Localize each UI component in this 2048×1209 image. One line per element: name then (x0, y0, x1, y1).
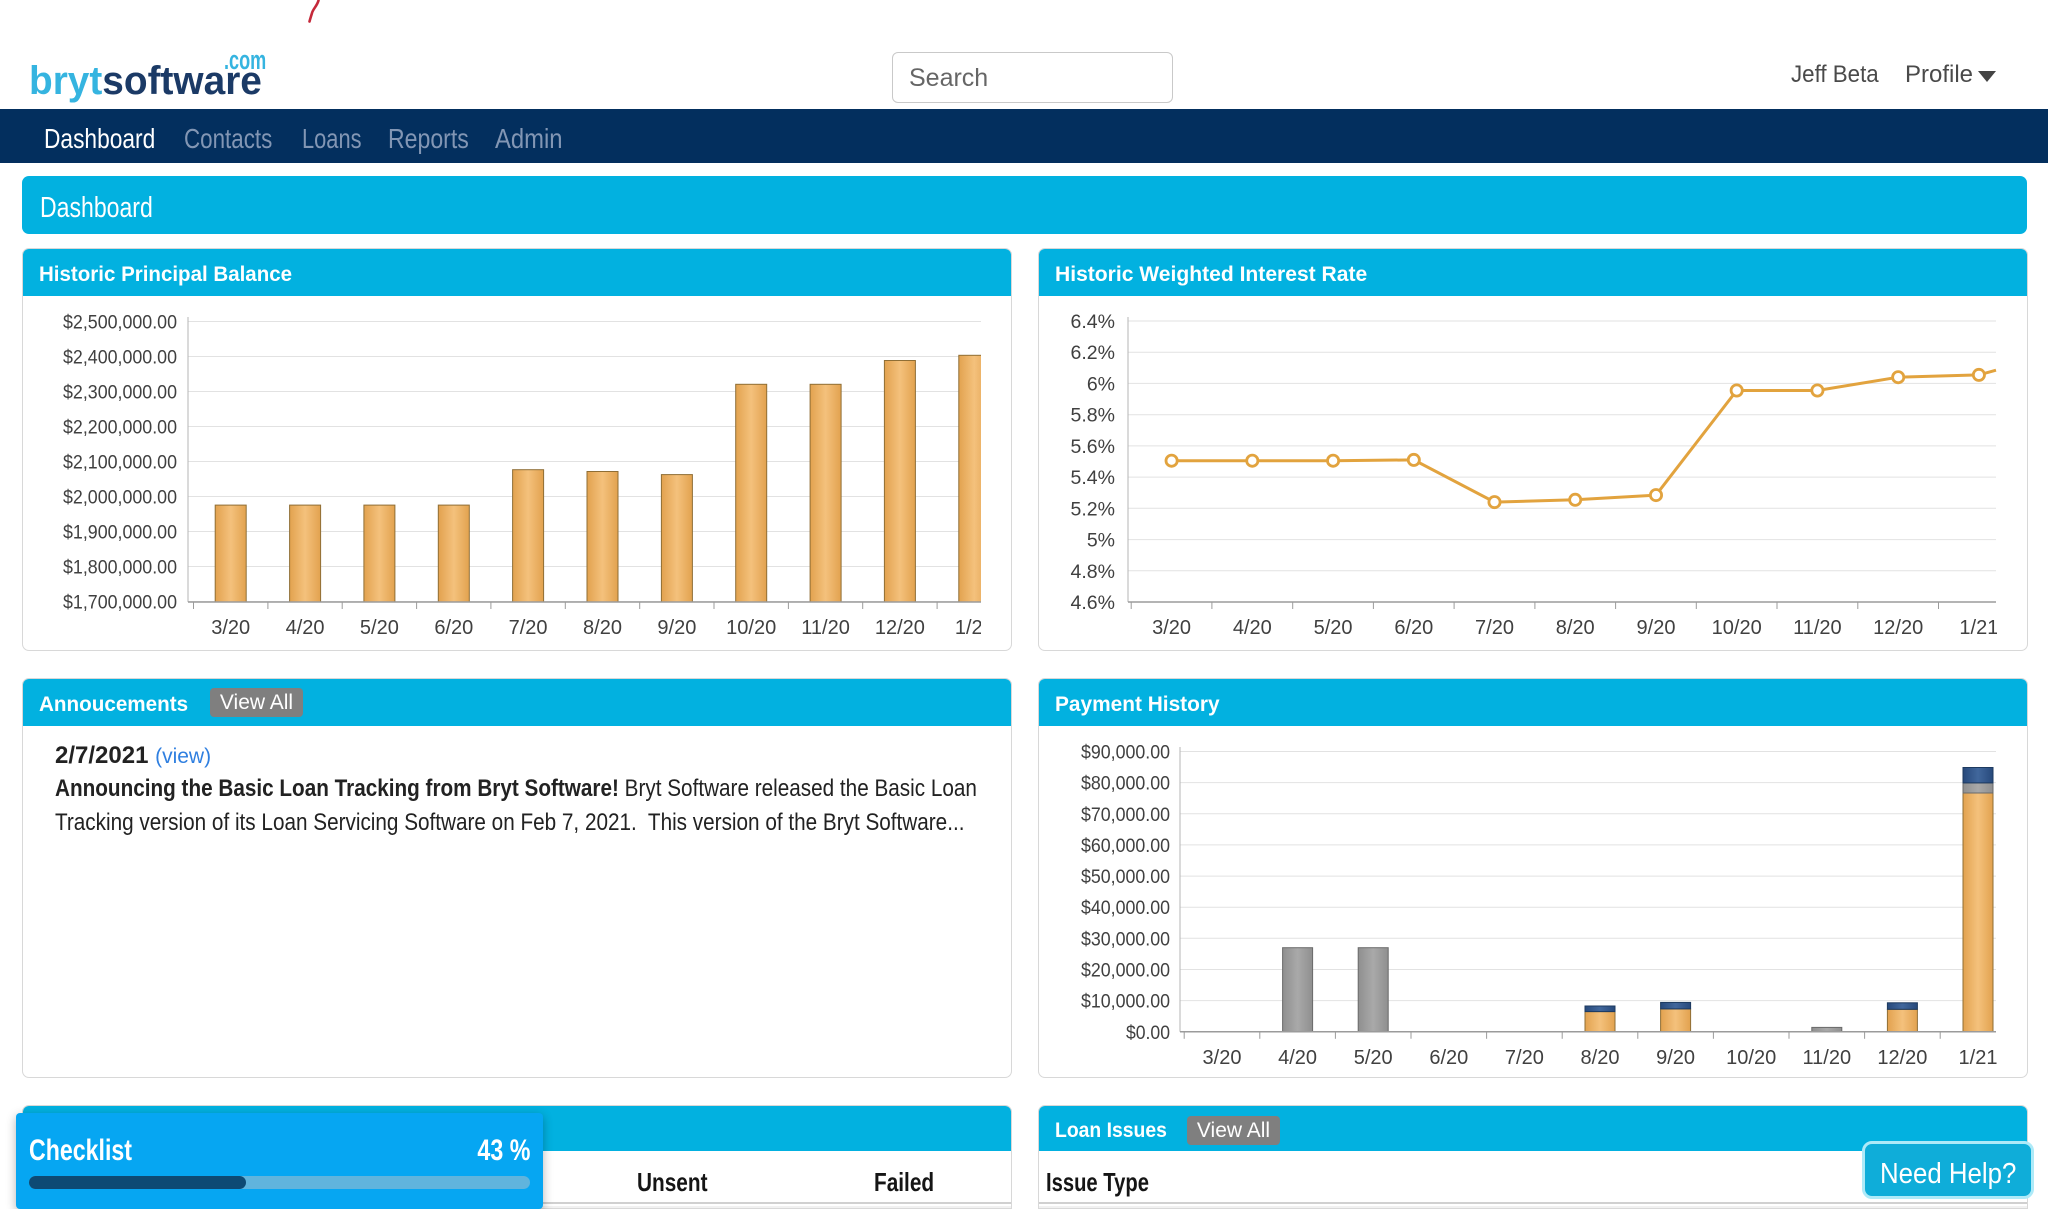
svg-text:4/20: 4/20 (286, 617, 325, 639)
svg-text:6/20: 6/20 (434, 617, 473, 639)
svg-text:11/20: 11/20 (1803, 1047, 1852, 1069)
svg-text:5/20: 5/20 (1354, 1047, 1393, 1069)
svg-text:6.4%: 6.4% (1071, 311, 1115, 333)
svg-text:$60,000.00: $60,000.00 (1081, 835, 1170, 857)
svg-text:$0.00: $0.00 (1126, 1022, 1170, 1044)
svg-text:$90,000.00: $90,000.00 (1081, 742, 1170, 764)
svg-text:$1,900,000.00: $1,900,000.00 (63, 522, 177, 544)
svg-text:4/20: 4/20 (1278, 1047, 1317, 1069)
svg-text:9/20: 9/20 (1637, 617, 1676, 639)
svg-text:9/20: 9/20 (1656, 1047, 1695, 1069)
svg-text:8/20: 8/20 (1556, 617, 1595, 639)
svg-text:6/20: 6/20 (1394, 617, 1433, 639)
svg-text:$10,000.00: $10,000.00 (1081, 991, 1170, 1013)
svg-text:12/20: 12/20 (1873, 617, 1923, 639)
svg-text:12/20: 12/20 (875, 617, 925, 639)
svg-text:8/20: 8/20 (1581, 1047, 1620, 1069)
svg-text:$2,400,000.00: $2,400,000.00 (63, 347, 177, 369)
svg-text:$2,500,000.00: $2,500,000.00 (63, 312, 177, 334)
svg-text:1/21: 1/21 (955, 617, 981, 639)
svg-text:4/20: 4/20 (1233, 617, 1272, 639)
svg-text:1/21: 1/21 (1959, 617, 1997, 639)
svg-text:12/20: 12/20 (1877, 1047, 1927, 1069)
svg-text:$1,700,000.00: $1,700,000.00 (63, 592, 177, 614)
svg-text:6.2%: 6.2% (1071, 342, 1115, 364)
svg-text:$2,200,000.00: $2,200,000.00 (63, 417, 177, 439)
svg-text:$2,100,000.00: $2,100,000.00 (63, 452, 177, 474)
svg-text:4.6%: 4.6% (1071, 592, 1115, 614)
svg-text:3/20: 3/20 (1203, 1047, 1242, 1069)
svg-text:$1,800,000.00: $1,800,000.00 (63, 557, 177, 579)
svg-text:10/20: 10/20 (726, 617, 776, 639)
svg-text:$2,000,000.00: $2,000,000.00 (63, 487, 177, 509)
svg-text:3/20: 3/20 (1152, 617, 1191, 639)
svg-text:11/20: 11/20 (1793, 617, 1842, 639)
svg-text:11/20: 11/20 (801, 617, 850, 639)
svg-text:9/20: 9/20 (657, 617, 696, 639)
svg-text:7/20: 7/20 (509, 617, 548, 639)
svg-text:$30,000.00: $30,000.00 (1081, 928, 1170, 950)
svg-text:1/21: 1/21 (1959, 1047, 1997, 1069)
svg-text:7/20: 7/20 (1475, 617, 1514, 639)
svg-text:8/20: 8/20 (583, 617, 622, 639)
svg-text:$70,000.00: $70,000.00 (1081, 804, 1170, 826)
svg-text:5.2%: 5.2% (1071, 498, 1115, 520)
svg-text:$40,000.00: $40,000.00 (1081, 897, 1170, 919)
svg-text:4.8%: 4.8% (1071, 561, 1115, 583)
svg-text:6/20: 6/20 (1429, 1047, 1468, 1069)
svg-text:5.4%: 5.4% (1071, 467, 1115, 489)
svg-text:5.6%: 5.6% (1071, 436, 1115, 458)
svg-text:$80,000.00: $80,000.00 (1081, 773, 1170, 795)
svg-text:5/20: 5/20 (360, 617, 399, 639)
svg-text:$20,000.00: $20,000.00 (1081, 959, 1170, 981)
svg-text:10/20: 10/20 (1726, 1047, 1776, 1069)
svg-text:5.8%: 5.8% (1071, 405, 1115, 427)
svg-text:3/20: 3/20 (211, 617, 250, 639)
svg-text:10/20: 10/20 (1712, 617, 1762, 639)
svg-text:5/20: 5/20 (1314, 617, 1353, 639)
svg-text:5%: 5% (1087, 530, 1115, 552)
svg-text:6%: 6% (1087, 373, 1115, 395)
svg-text:$2,300,000.00: $2,300,000.00 (63, 382, 177, 404)
svg-text:7/20: 7/20 (1505, 1047, 1544, 1069)
svg-text:$50,000.00: $50,000.00 (1081, 866, 1170, 888)
